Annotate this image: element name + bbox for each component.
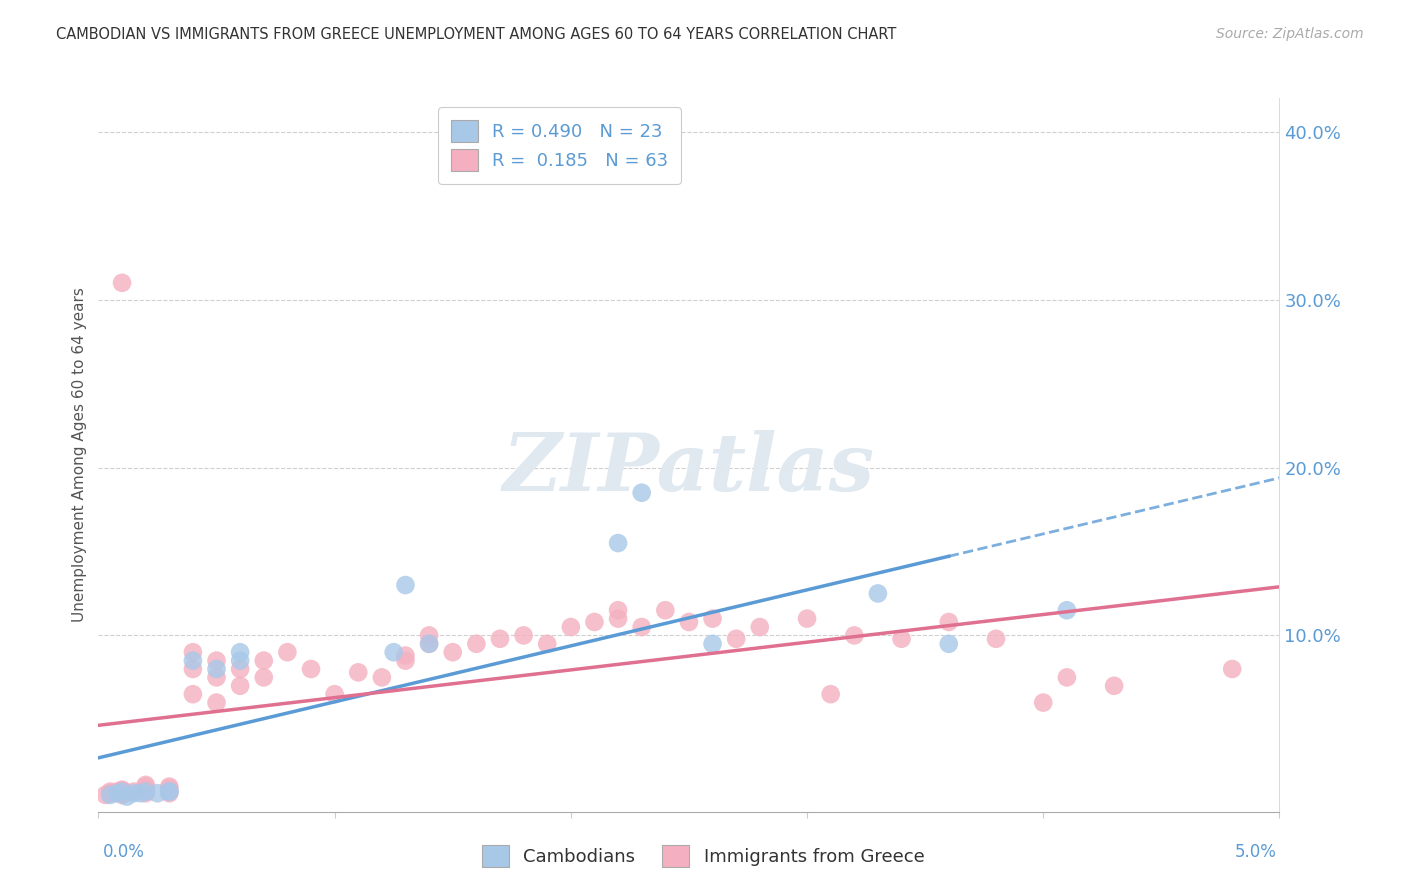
Point [654, 603, 676, 617]
Point [105, 786, 128, 800]
Point [157, 784, 180, 798]
Point [323, 687, 346, 701]
Point [866, 586, 889, 600]
Point [394, 654, 416, 668]
Point [1056, 670, 1078, 684]
Point [229, 645, 252, 659]
Point [205, 654, 228, 668]
Point [157, 786, 180, 800]
Point [229, 654, 252, 668]
Y-axis label: Unemployment Among Ages 60 to 64 years: Unemployment Among Ages 60 to 64 years [72, 287, 87, 623]
Point [229, 662, 252, 676]
Point [111, 788, 134, 802]
Point [181, 687, 204, 701]
Point [630, 620, 652, 634]
Point [607, 612, 630, 626]
Point [347, 665, 370, 680]
Point [418, 637, 440, 651]
Point [146, 786, 169, 800]
Point [276, 645, 298, 659]
Point [890, 632, 912, 646]
Point [607, 603, 630, 617]
Point [748, 620, 770, 634]
Point [418, 637, 440, 651]
Point [122, 784, 145, 798]
Point [111, 784, 134, 798]
Point [702, 612, 724, 626]
Point [129, 786, 152, 800]
Point [512, 628, 534, 642]
Point [205, 696, 228, 710]
Point [135, 780, 157, 794]
Point [181, 654, 204, 668]
Point [441, 645, 464, 659]
Point [98, 784, 121, 798]
Point [630, 485, 652, 500]
Point [135, 778, 157, 792]
Point [205, 662, 228, 676]
Point [111, 783, 134, 797]
Point [938, 615, 960, 629]
Point [725, 632, 748, 646]
Point [181, 662, 204, 676]
Text: Source: ZipAtlas.com: Source: ZipAtlas.com [1216, 27, 1364, 41]
Point [1220, 662, 1243, 676]
Point [157, 784, 180, 798]
Point [489, 632, 512, 646]
Point [205, 670, 228, 684]
Point [115, 789, 138, 804]
Point [253, 670, 276, 684]
Point [135, 784, 157, 798]
Point [607, 536, 630, 550]
Point [418, 628, 440, 642]
Point [678, 615, 700, 629]
Point [111, 786, 134, 800]
Text: 0.0%: 0.0% [103, 843, 145, 861]
Point [98, 786, 121, 800]
Point [796, 612, 818, 626]
Point [583, 615, 606, 629]
Point [1056, 603, 1078, 617]
Text: ZIPatlas: ZIPatlas [503, 431, 875, 508]
Point [536, 637, 558, 651]
Point [1032, 696, 1054, 710]
Point [111, 276, 134, 290]
Point [135, 786, 157, 800]
Point [135, 784, 157, 798]
Point [98, 788, 121, 802]
Point [844, 628, 866, 642]
Point [94, 788, 117, 802]
Point [181, 645, 204, 659]
Point [299, 662, 322, 676]
Point [984, 632, 1007, 646]
Point [135, 783, 157, 797]
Point [157, 784, 180, 798]
Point [394, 578, 416, 592]
Legend: R = 0.490   N = 23, R =  0.185   N = 63: R = 0.490 N = 23, R = 0.185 N = 63 [439, 107, 681, 184]
Point [229, 679, 252, 693]
Point [122, 786, 145, 800]
Legend: Cambodians, Immigrants from Greece: Cambodians, Immigrants from Greece [474, 838, 932, 874]
Point [560, 620, 582, 634]
Text: CAMBODIAN VS IMMIGRANTS FROM GREECE UNEMPLOYMENT AMONG AGES 60 TO 64 YEARS CORRE: CAMBODIAN VS IMMIGRANTS FROM GREECE UNEM… [56, 27, 897, 42]
Text: 5.0%: 5.0% [1234, 843, 1277, 861]
Point [105, 784, 128, 798]
Point [702, 637, 724, 651]
Point [465, 637, 488, 651]
Point [1102, 679, 1125, 693]
Point [938, 637, 960, 651]
Point [382, 645, 405, 659]
Point [253, 654, 276, 668]
Point [111, 783, 134, 797]
Point [820, 687, 842, 701]
Point [371, 670, 394, 684]
Point [157, 781, 180, 796]
Point [394, 648, 416, 663]
Point [157, 780, 180, 794]
